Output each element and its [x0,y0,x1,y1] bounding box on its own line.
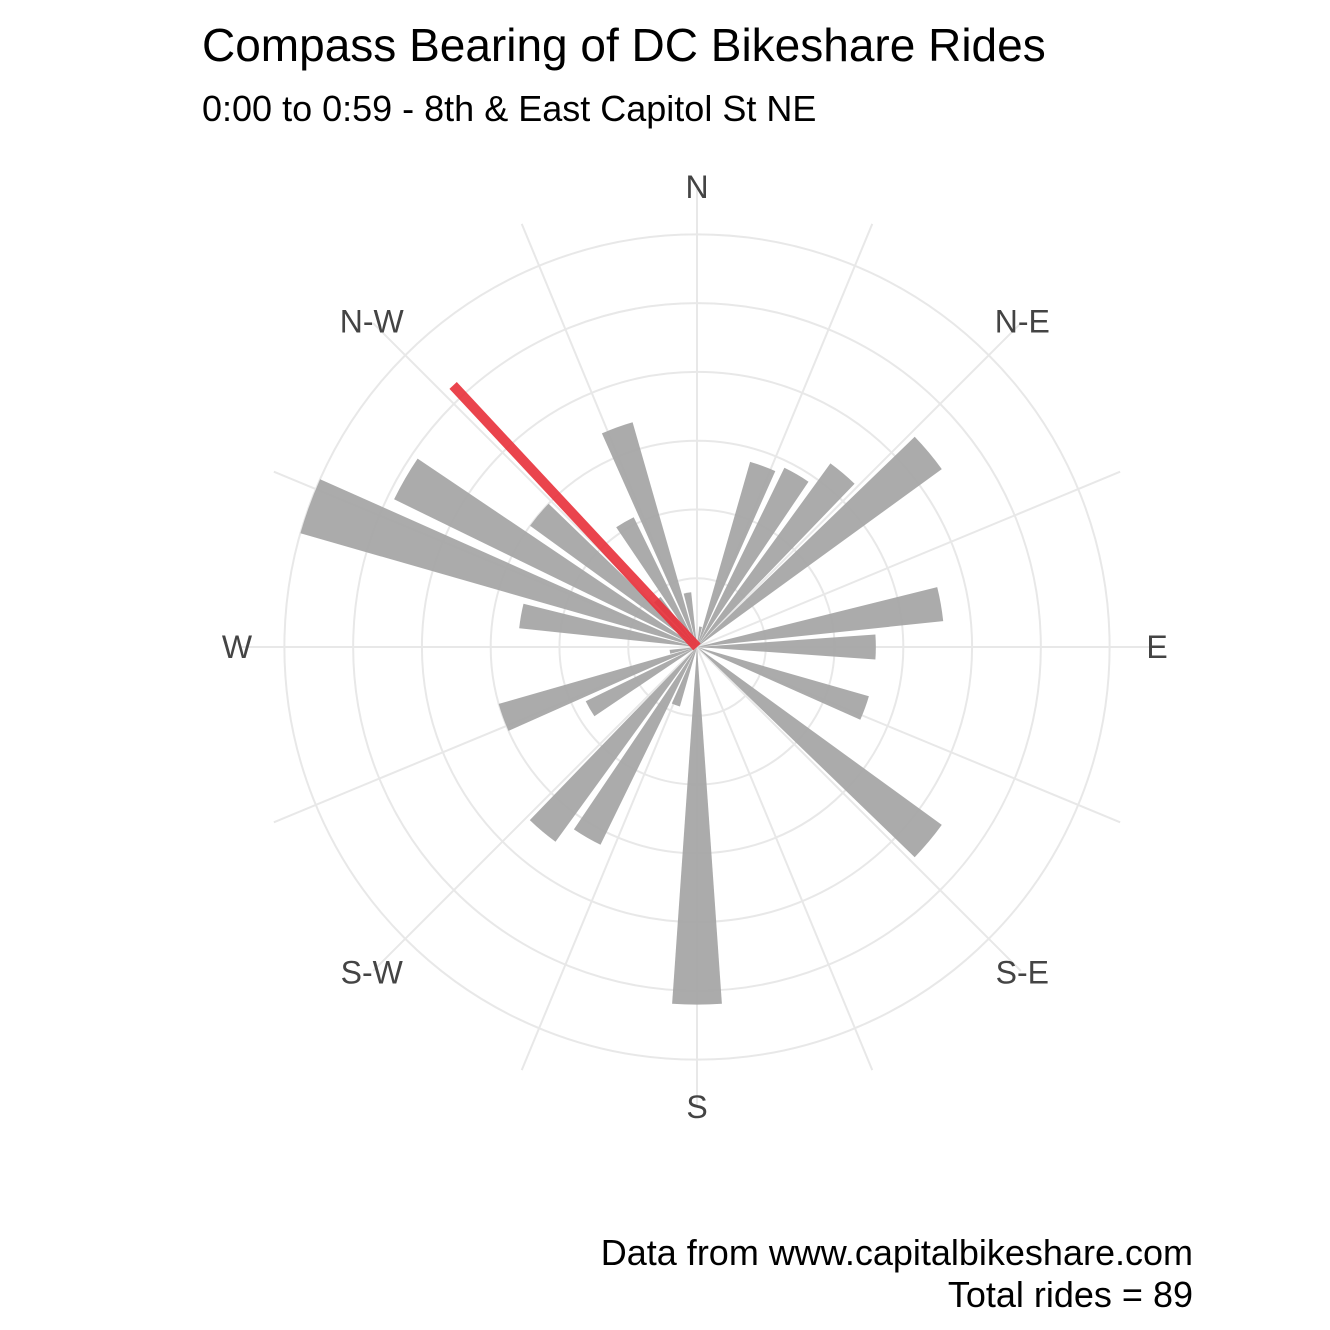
mean-bearing-line [449,382,701,651]
grid-spoke [520,646,698,1071]
bearing-bar [300,479,697,647]
grid-spoke [696,646,874,1071]
bearing-bar [394,458,697,647]
direction-label: S-E [996,954,1049,990]
direction-label: E [1146,629,1167,665]
bearing-bar [530,503,697,647]
grid-spoke [696,470,1121,648]
bearing-bar [697,647,942,858]
direction-label: W [222,629,253,665]
bearing-bar [697,647,869,720]
bearing-bar [697,463,855,647]
bearing-bar [669,647,697,654]
bearing-bar [697,461,776,647]
direction-label: N-W [340,304,405,340]
bearing-bar [585,647,697,717]
bearing-bar [498,647,697,731]
bearing-bar [601,422,697,647]
bearing-bar [697,436,942,647]
source-caption: Data from www.capitalbikeshare.com [600,1232,1193,1273]
bearing-bar [697,467,809,647]
direction-label: N [685,169,708,205]
grid-spoke [696,322,1022,648]
bearing-bar [671,647,697,707]
bearing-bar [683,592,697,647]
direction-label: S [686,1089,707,1125]
bearing-bar [573,647,697,845]
direction-label: N-E [995,304,1050,340]
bearing-bar [697,634,876,660]
chart-title: Compass Bearing of DC Bikeshare Rides [202,19,1046,71]
bearing-bar [672,647,722,1005]
total-rides-caption: Total rides = 89 [947,1274,1193,1315]
bearing-bar [697,587,944,647]
grid-spoke [696,646,1022,972]
direction-label: S-W [341,954,404,990]
bearing-bar [529,647,697,842]
chart-subtitle: 0:00 to 0:59 - 8th & East Capitol St NE [202,88,817,129]
bearing-bar [616,517,697,647]
bearing-bar [519,603,697,647]
grid-spoke [372,646,698,972]
